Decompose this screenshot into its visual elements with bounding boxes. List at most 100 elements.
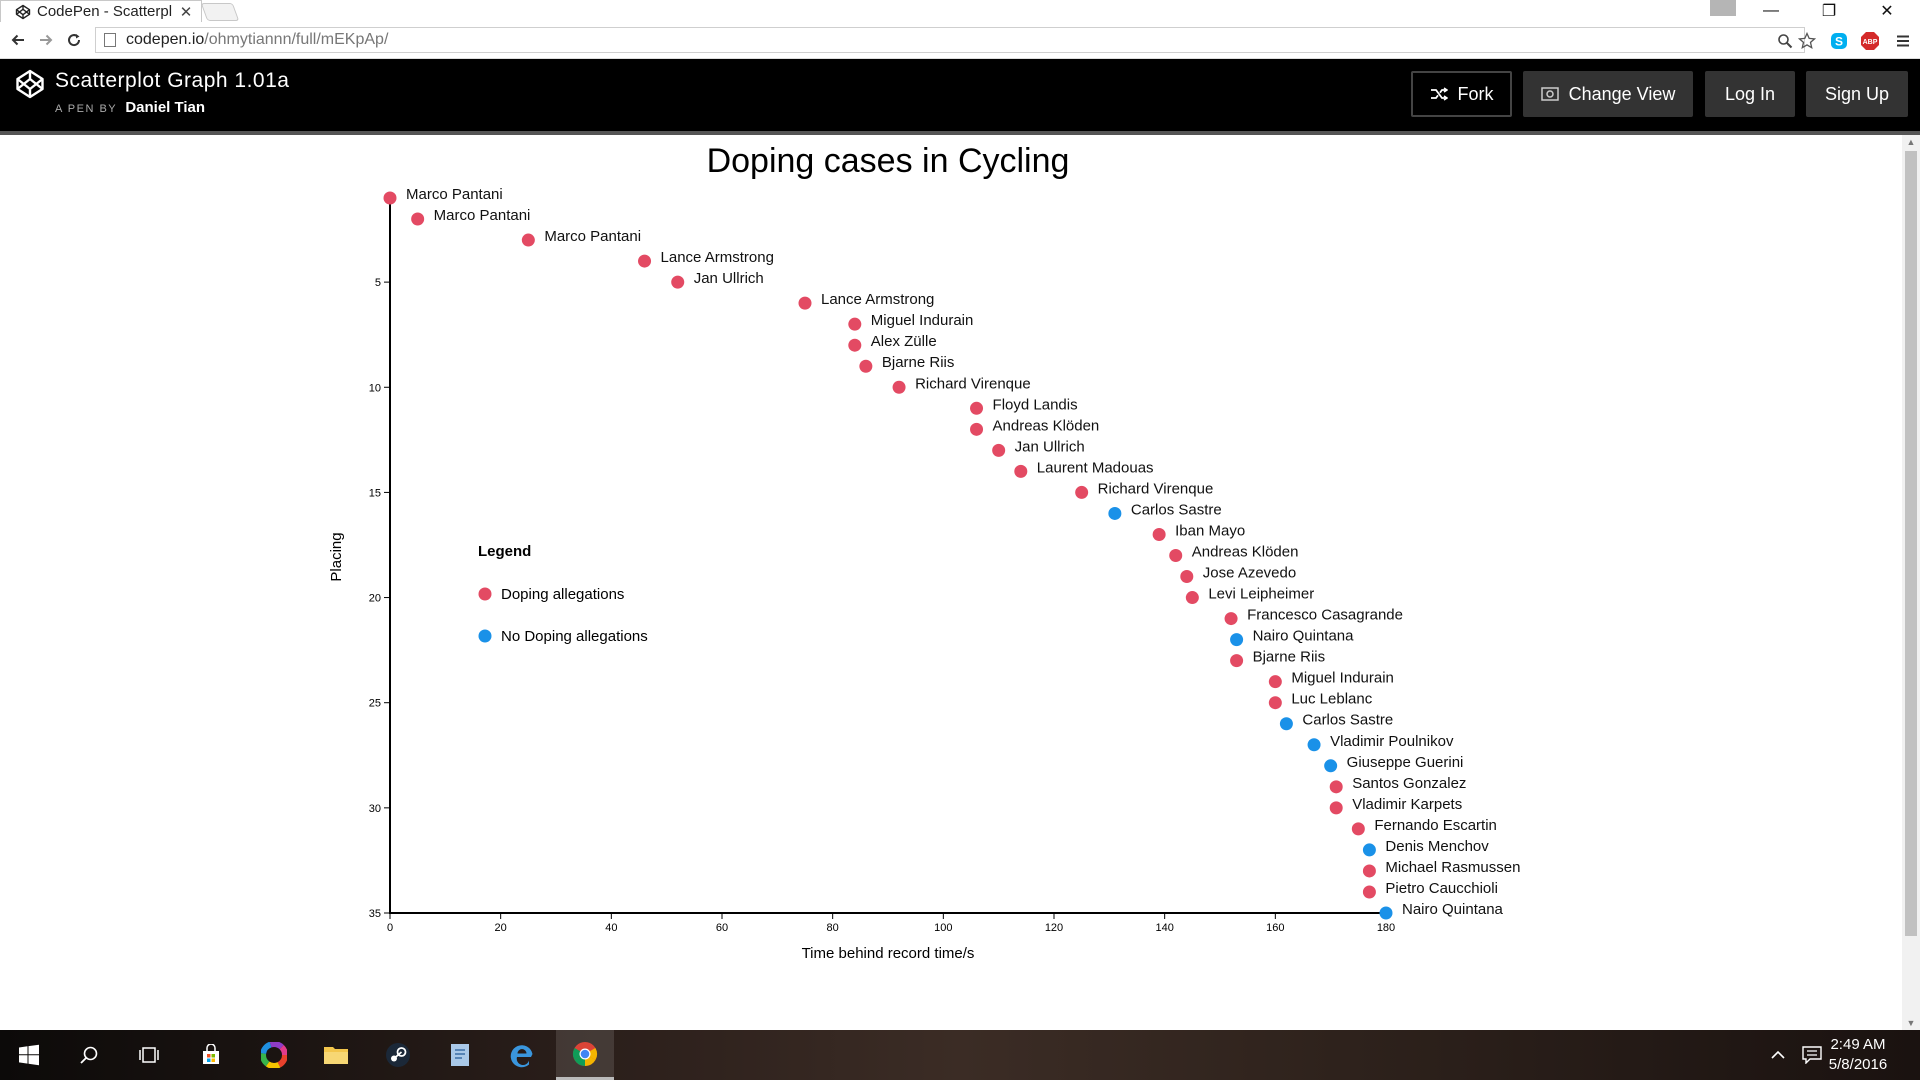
data-point-label: Francesco Casagrande — [1247, 607, 1403, 624]
data-point[interactable] — [859, 359, 873, 373]
data-point[interactable] — [1329, 780, 1343, 794]
data-point[interactable] — [1152, 527, 1166, 541]
login-button[interactable]: Log In — [1705, 71, 1795, 117]
steam-icon[interactable] — [369, 1030, 427, 1080]
data-point[interactable] — [671, 275, 685, 289]
profile-icon[interactable] — [1710, 0, 1736, 16]
data-point-label: Vladimir Poulnikov — [1330, 733, 1454, 750]
legend-title: Legend — [478, 543, 531, 560]
x-tick-label: 120 — [1045, 922, 1063, 934]
pen-title: Scatterplot Graph 1.01a — [55, 69, 290, 92]
data-point-label: Iban Mayo — [1175, 522, 1245, 539]
data-point[interactable] — [1185, 591, 1199, 605]
data-point[interactable] — [1324, 759, 1338, 773]
data-point[interactable] — [1224, 612, 1238, 626]
data-point[interactable] — [992, 443, 1006, 457]
file-explorer-icon[interactable] — [307, 1030, 365, 1080]
change-view-button[interactable]: Change View — [1523, 71, 1693, 117]
system-clock[interactable]: 2:49 AM 5/8/2016 — [1818, 1035, 1898, 1075]
page-scrollbar[interactable]: ▲ ▼ — [1902, 135, 1920, 1030]
x-tick-label: 40 — [605, 922, 617, 934]
data-point[interactable] — [411, 212, 425, 226]
url-host: codepen.io — [126, 31, 205, 48]
data-point-label: Bjarne Riis — [882, 354, 955, 371]
data-point[interactable] — [1362, 885, 1376, 899]
data-point[interactable] — [1180, 570, 1194, 584]
scrollbar-thumb[interactable] — [1905, 151, 1917, 936]
bookmark-star-icon[interactable] — [1797, 31, 1817, 51]
data-point[interactable] — [798, 296, 812, 310]
tab-close-icon[interactable]: ✕ — [179, 3, 193, 21]
minimize-button[interactable]: — — [1763, 2, 1779, 19]
browser-tab[interactable]: CodePen - Scatterpl ✕ — [0, 0, 202, 22]
x-tick-label: 0 — [387, 922, 393, 934]
back-icon[interactable] — [6, 28, 30, 52]
chart-title: Doping cases in Cycling — [707, 142, 1070, 180]
search-icon[interactable] — [60, 1030, 118, 1080]
data-point[interactable] — [1268, 696, 1282, 710]
data-point[interactable] — [892, 380, 906, 394]
data-point[interactable] — [1379, 906, 1393, 920]
data-point-label: Laurent Madouas — [1037, 459, 1154, 476]
restore-button[interactable]: ❐ — [1821, 3, 1837, 20]
data-point[interactable] — [521, 233, 535, 247]
data-point[interactable] — [1307, 738, 1321, 752]
url-path: /ohmytiannn/full/mEKpAp/ — [204, 31, 389, 48]
windows-start-icon[interactable] — [0, 1030, 58, 1080]
skype-icon[interactable]: S — [1829, 31, 1849, 51]
scatterplot-chart: Doping cases in Cycling 0 20 40 60 80 100 120 1… — [328, 142, 1520, 962]
pen-output: Doping cases in Cycling 0 20 40 60 80 100 120 1… — [0, 135, 1902, 1030]
data-point[interactable] — [1230, 654, 1244, 668]
store-icon[interactable] — [182, 1030, 240, 1080]
svg-text:ABP: ABP — [1863, 39, 1878, 46]
data-point-label: Pietro Caucchioli — [1385, 880, 1498, 897]
data-point[interactable] — [1014, 464, 1028, 478]
data-point[interactable] — [970, 422, 984, 436]
codepen-logo-icon[interactable] — [15, 69, 45, 99]
data-point[interactable] — [638, 254, 652, 268]
data-point[interactable] — [1075, 485, 1089, 499]
pen-author: A PEN BY Daniel Tian — [55, 99, 205, 116]
task-view-icon[interactable] — [120, 1030, 178, 1080]
data-point-label: Andreas Klöden — [1192, 544, 1299, 561]
color-wheel-icon[interactable] — [245, 1030, 303, 1080]
edge-icon[interactable] — [493, 1030, 551, 1080]
data-point[interactable] — [1329, 801, 1343, 815]
zoom-icon[interactable] — [1775, 31, 1795, 51]
data-point[interactable] — [848, 338, 862, 352]
page-icon — [104, 33, 116, 47]
scroll-up-icon[interactable]: ▲ — [1906, 137, 1916, 147]
window-close-button[interactable]: ✕ — [1880, 3, 1894, 20]
reload-icon[interactable] — [62, 28, 86, 52]
browser-tab-strip: CodePen - Scatterpl ✕ — ❐ ✕ — [0, 0, 1920, 22]
data-point[interactable] — [1169, 549, 1183, 562]
scroll-down-icon[interactable]: ▼ — [1906, 1018, 1916, 1028]
url-input[interactable]: codepen.io/ohmytiannn/full/mEKpAp/ — [95, 27, 1805, 53]
notes-icon[interactable] — [431, 1030, 489, 1080]
signup-button[interactable]: Sign Up — [1806, 71, 1908, 117]
data-point[interactable] — [1279, 717, 1293, 731]
data-point[interactable] — [970, 401, 984, 415]
data-point[interactable] — [848, 317, 862, 331]
data-point[interactable] — [383, 191, 397, 205]
author-link[interactable]: Daniel Tian — [125, 99, 206, 116]
menu-icon[interactable] — [1893, 31, 1913, 51]
data-point[interactable] — [1230, 633, 1244, 647]
data-point[interactable] — [1268, 675, 1282, 689]
notification-icon[interactable] — [1802, 1030, 1822, 1080]
data-point-label: Floyd Landis — [993, 396, 1078, 413]
fork-button[interactable]: Fork — [1411, 71, 1512, 117]
adblock-icon[interactable]: ABP — [1860, 31, 1880, 51]
data-point[interactable] — [1362, 864, 1376, 878]
view-icon — [1540, 87, 1559, 101]
data-point[interactable] — [1108, 506, 1122, 520]
tray-chevron-icon[interactable] — [1770, 1030, 1786, 1080]
data-point[interactable] — [1351, 822, 1365, 836]
data-point[interactable] — [1362, 843, 1376, 857]
forward-icon[interactable] — [34, 28, 58, 52]
address-bar-row: codepen.io/ohmytiannn/full/mEKpAp/ S ABP — [0, 22, 1920, 59]
chrome-icon[interactable] — [556, 1030, 614, 1080]
data-point-label: Denis Menchov — [1385, 838, 1489, 855]
new-tab-button[interactable] — [200, 3, 240, 21]
chart-legend: Legend Doping allegations No Doping alle… — [478, 543, 648, 645]
